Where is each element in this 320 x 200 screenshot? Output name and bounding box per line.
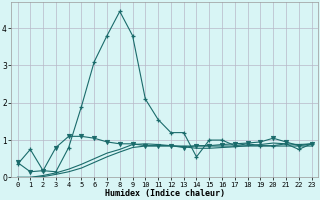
X-axis label: Humidex (Indice chaleur): Humidex (Indice chaleur)	[105, 189, 225, 198]
